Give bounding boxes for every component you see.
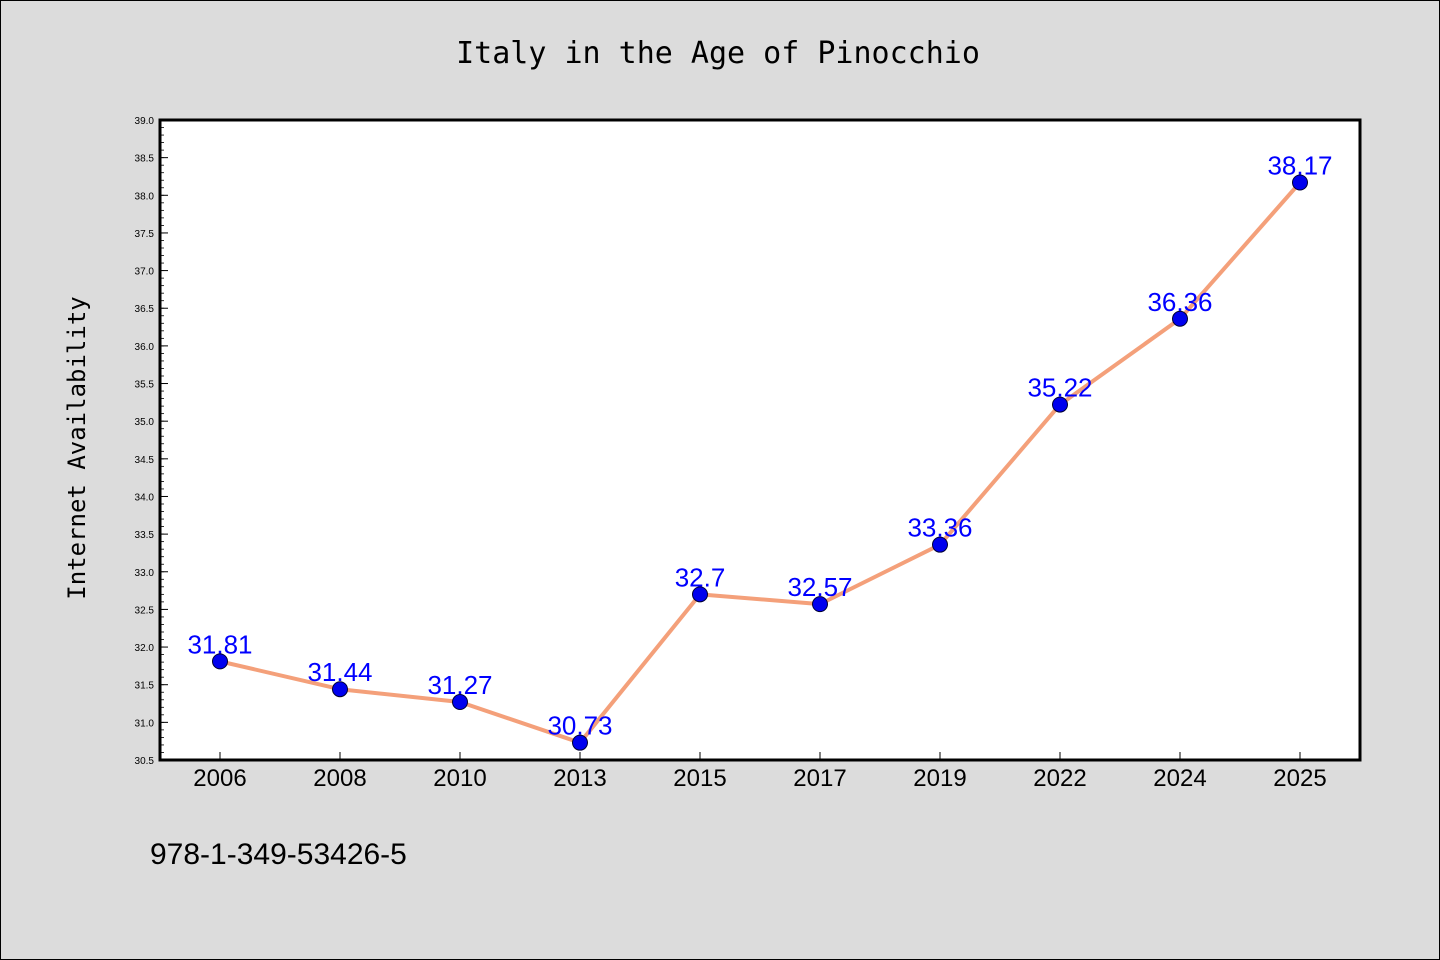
- series-line-segment: [818, 542, 942, 607]
- data-point: [932, 536, 948, 553]
- chart-title: Italy in the Age of Pinocchio: [456, 36, 980, 71]
- y-tick-label: 30.5: [135, 756, 155, 767]
- y-tick-label: 34.5: [135, 455, 155, 466]
- series-line-segment: [578, 592, 702, 745]
- y-tick-label: 38.0: [135, 191, 155, 202]
- data-label: 30.73: [547, 711, 612, 741]
- data-point: [692, 586, 708, 603]
- data-label: 33.36: [907, 513, 972, 543]
- y-tick-label: 35.5: [135, 380, 155, 391]
- data-label: 32.7: [675, 562, 726, 592]
- y-tick-label: 32.0: [135, 643, 155, 654]
- y-tick-label: 36.0: [135, 342, 155, 353]
- series-line-segment: [698, 592, 822, 607]
- data-point: [332, 681, 348, 698]
- y-tick-label: 36.5: [135, 304, 155, 315]
- x-tick-label: 2010: [433, 765, 486, 792]
- data-label: 38.17: [1267, 150, 1332, 180]
- series-line-group: [218, 180, 1302, 745]
- data-point: [572, 734, 588, 751]
- y-tick-label: 33.0: [135, 568, 155, 579]
- series-line-segment: [1058, 316, 1182, 407]
- data-label: 31.44: [307, 657, 372, 687]
- x-tick-label: 2024: [1153, 765, 1206, 792]
- x-tick-label: 2013: [553, 765, 606, 792]
- data-point: [1052, 396, 1068, 413]
- data-point: [1292, 174, 1308, 191]
- isbn-text: 978-1-349-53426-5: [150, 838, 407, 871]
- x-tick-label: 2015: [673, 765, 726, 792]
- y-tick-label: 33.5: [135, 530, 155, 541]
- data-label: 35.22: [1027, 373, 1092, 403]
- x-tick-label: 2006: [193, 765, 246, 792]
- data-label: 32.57: [787, 572, 852, 602]
- data-label: 31.27: [427, 670, 492, 700]
- series-line-segment: [1178, 180, 1302, 321]
- y-tick-label: 37.5: [135, 229, 155, 240]
- data-point: [812, 596, 828, 613]
- x-tick-label: 2025: [1273, 765, 1326, 792]
- series-line-segment: [218, 659, 342, 692]
- series-points: [212, 174, 1308, 751]
- y-tick-label: 31.0: [135, 718, 155, 729]
- x-tick-label: 2017: [793, 765, 846, 792]
- x-tick-label: 2022: [1033, 765, 1086, 792]
- x-axis: 2006 2008 2010 2013 2015 2017 2019 2022 2024 2025: [193, 752, 1327, 792]
- series-line-segment: [458, 700, 582, 745]
- data-point: [212, 653, 228, 670]
- y-tick-label: 34.0: [135, 492, 155, 503]
- data-label: 36.36: [1147, 287, 1212, 317]
- x-tick-label: 2008: [313, 765, 366, 792]
- y-axis: 30.5 31.0 31.5 32.0 32.5 33.0 33.5 34.0 34.5 35.0…: [135, 116, 168, 767]
- data-point: [452, 694, 468, 711]
- y-tick-label: 35.0: [135, 417, 155, 428]
- data-labels: 31.81 31.44 31.27 30.73 32.7 32.57 33.36 35.22 3…: [187, 150, 1332, 740]
- data-point: [1172, 310, 1188, 327]
- y-tick-label: 31.5: [135, 681, 155, 692]
- plot-area: [158, 118, 1362, 762]
- y-tick-label: 39.0: [135, 116, 155, 127]
- y-tick-label: 37.0: [135, 267, 155, 278]
- x-tick-label: 2019: [913, 765, 966, 792]
- y-tick-label: 38.5: [135, 154, 155, 165]
- series-line-segment: [938, 402, 1062, 547]
- y-axis-label: Internet Availability: [63, 296, 91, 599]
- series-line-segment: [338, 687, 462, 705]
- data-label: 31.81: [187, 629, 252, 659]
- y-tick-label: 32.5: [135, 605, 155, 616]
